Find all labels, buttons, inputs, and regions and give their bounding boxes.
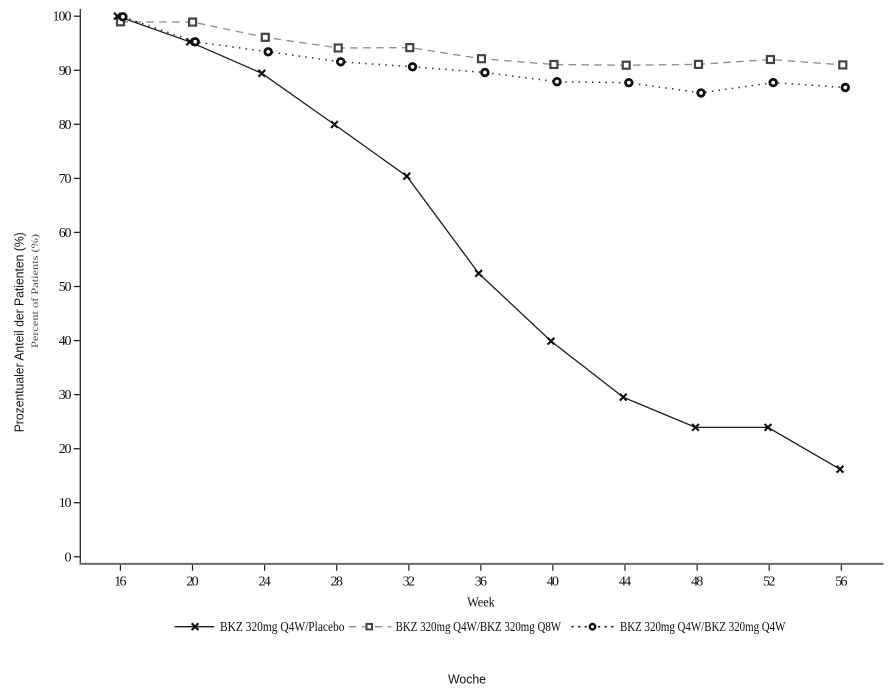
- svg-text:10: 10: [59, 496, 72, 511]
- svg-text:30: 30: [59, 388, 72, 403]
- svg-text:36: 36: [475, 574, 487, 589]
- svg-text:24: 24: [258, 574, 270, 589]
- svg-text:28: 28: [331, 574, 343, 589]
- svg-text:BKZ 320mg Q4W/BKZ 320mg Q8W: BKZ 320mg Q4W/BKZ 320mg Q8W: [396, 619, 562, 634]
- svg-text:44: 44: [619, 574, 631, 589]
- svg-text:16: 16: [114, 574, 126, 589]
- svg-text:Woche: Woche: [448, 671, 486, 686]
- svg-text:BKZ 320mg Q4W/BKZ 320mg Q4W: BKZ 320mg Q4W/BKZ 320mg Q4W: [620, 619, 786, 634]
- svg-text:Percent of Patients (%): Percent of Patients (%): [31, 234, 41, 348]
- svg-text:Week: Week: [467, 595, 495, 610]
- svg-text:48: 48: [691, 574, 703, 589]
- svg-text:32: 32: [403, 574, 415, 589]
- svg-text:0: 0: [65, 550, 72, 565]
- svg-text:20: 20: [186, 574, 198, 589]
- svg-text:52: 52: [763, 574, 775, 589]
- svg-text:56: 56: [835, 574, 847, 589]
- svg-text:BKZ 320mg Q4W/Placebo: BKZ 320mg Q4W/Placebo: [220, 619, 345, 634]
- svg-text:Prozentualer Anteil der Patien: Prozentualer Anteil der Patienten (%): [11, 232, 26, 432]
- svg-text:100: 100: [53, 10, 72, 25]
- svg-text:40: 40: [59, 334, 72, 349]
- svg-text:50: 50: [59, 280, 72, 295]
- svg-text:80: 80: [59, 118, 72, 133]
- svg-text:90: 90: [59, 64, 72, 79]
- svg-text:60: 60: [59, 226, 72, 241]
- svg-text:20: 20: [59, 442, 72, 457]
- svg-text:70: 70: [59, 172, 72, 187]
- svg-text:40: 40: [547, 574, 559, 589]
